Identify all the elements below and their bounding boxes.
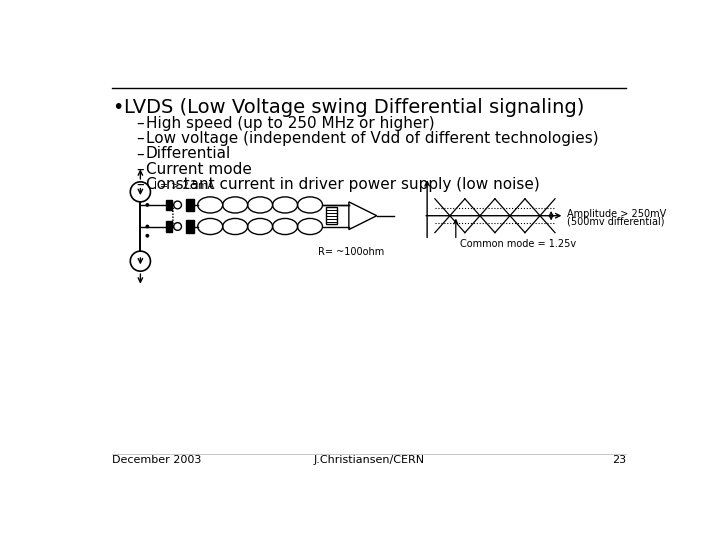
Text: Current mode: Current mode xyxy=(145,162,252,177)
Text: I = > 2.5mA: I = > 2.5mA xyxy=(154,181,215,191)
Text: High speed (up to 250 MHz or higher): High speed (up to 250 MHz or higher) xyxy=(145,116,434,131)
Text: Low voltage (independent of Vdd of different technologies): Low voltage (independent of Vdd of diffe… xyxy=(145,131,598,146)
Text: (500mv differential): (500mv differential) xyxy=(567,217,665,227)
Circle shape xyxy=(145,225,149,228)
Text: Common mode = 1.25v: Common mode = 1.25v xyxy=(459,239,576,249)
Text: LVDS (Low Voltage swing Differential signaling): LVDS (Low Voltage swing Differential sig… xyxy=(124,98,585,117)
Bar xyxy=(186,220,194,233)
Bar xyxy=(166,200,172,211)
Circle shape xyxy=(145,203,149,207)
Text: 23: 23 xyxy=(612,455,626,465)
Text: •: • xyxy=(112,98,123,117)
Bar xyxy=(166,221,172,232)
Text: December 2003: December 2003 xyxy=(112,455,201,465)
Text: –: – xyxy=(137,162,144,177)
Text: Amplitude > 250mV: Amplitude > 250mV xyxy=(567,209,667,219)
Text: Constant current in driver power supply (low noise): Constant current in driver power supply … xyxy=(145,177,539,192)
Circle shape xyxy=(145,234,149,238)
Bar xyxy=(186,199,194,211)
Text: Differential: Differential xyxy=(145,146,231,161)
Text: –: – xyxy=(137,177,144,192)
Text: –: – xyxy=(137,131,144,146)
Text: –: – xyxy=(137,116,144,131)
Text: R= ~100ohm: R= ~100ohm xyxy=(318,247,384,256)
Bar xyxy=(326,207,337,224)
Text: –: – xyxy=(137,146,144,161)
Text: J.Christiansen/CERN: J.Christiansen/CERN xyxy=(313,455,425,465)
